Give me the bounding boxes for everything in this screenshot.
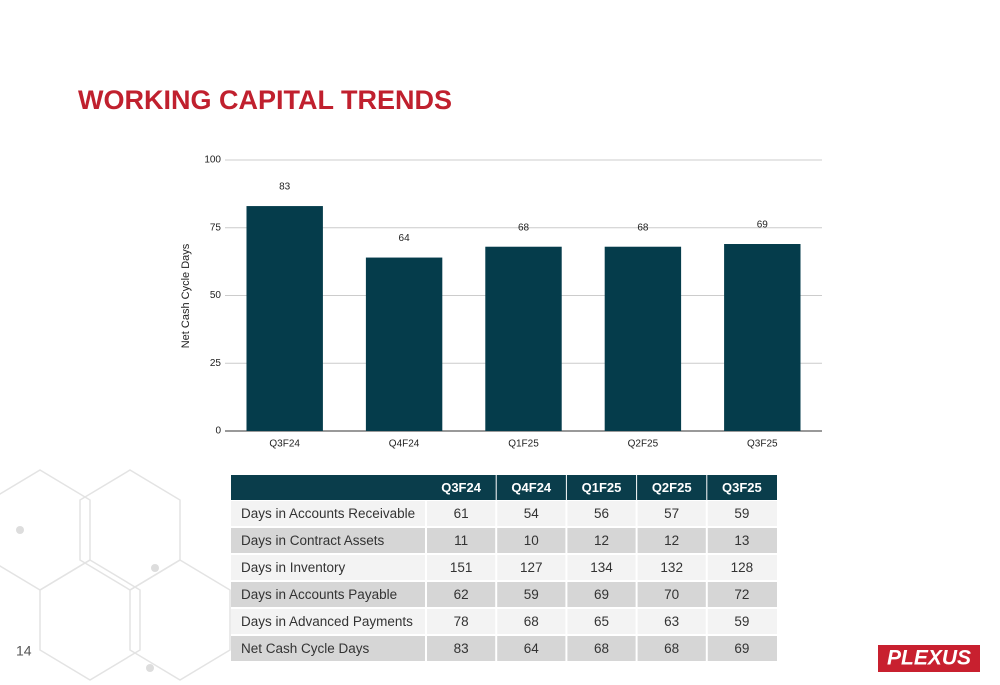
table-cell: 61 <box>454 506 469 521</box>
table-cell: 70 <box>664 587 679 602</box>
page-number: 14 <box>16 643 32 659</box>
y-axis-label: Net Cash Cycle Days <box>180 243 192 348</box>
table-row-label: Days in Inventory <box>241 560 346 575</box>
table-header-cell: Q3F24 <box>441 480 482 495</box>
table-cell: 68 <box>594 641 609 656</box>
table-cell: 68 <box>664 641 679 656</box>
table-row-bg <box>231 528 777 553</box>
table-cell: 11 <box>454 533 468 548</box>
table-header-cell: Q2F25 <box>652 480 692 495</box>
table-row-label: Days in Accounts Receivable <box>241 506 415 521</box>
table-cell: 69 <box>594 587 609 602</box>
table-cell: 56 <box>594 506 609 521</box>
x-tick-label: Q3F25 <box>747 439 778 450</box>
table-header-bg <box>231 475 777 500</box>
y-tick-label: 100 <box>204 155 221 166</box>
table-cell: 132 <box>660 560 683 575</box>
x-tick-label: Q3F24 <box>269 439 300 450</box>
table-cell: 78 <box>454 614 469 629</box>
table-row-bg <box>231 582 777 607</box>
x-tick-label: Q1F25 <box>508 439 539 450</box>
table-cell: 12 <box>664 533 679 548</box>
table-cell: 65 <box>594 614 609 629</box>
table-cell: 72 <box>734 587 749 602</box>
table-cell: 10 <box>524 533 539 548</box>
table-cell: 128 <box>731 560 754 575</box>
table-cell: 57 <box>664 506 679 521</box>
table-row-bg <box>231 636 777 661</box>
table-cell: 12 <box>594 533 609 548</box>
y-tick-label: 0 <box>215 426 221 437</box>
bar <box>604 246 682 431</box>
table-cell: 59 <box>524 587 539 602</box>
data-label: 68 <box>637 222 649 233</box>
data-label: 69 <box>757 220 769 231</box>
decoration <box>0 469 231 681</box>
data-label: 64 <box>399 233 411 244</box>
x-tick-label: Q4F24 <box>389 439 420 450</box>
table-row-bg <box>231 501 777 526</box>
bar <box>246 206 323 431</box>
x-tick-label: Q2F25 <box>628 439 659 450</box>
table-cell: 59 <box>734 614 749 629</box>
table-row-bg <box>231 555 777 580</box>
table-cell: 63 <box>664 614 679 629</box>
data-label: 68 <box>518 222 530 233</box>
table-cell: 151 <box>450 560 473 575</box>
table-cell: 68 <box>524 614 539 629</box>
table-cell: 69 <box>734 641 749 656</box>
slide-title: WORKING CAPITAL TRENDS <box>78 85 452 115</box>
logo-box <box>878 645 980 672</box>
table-cell: 134 <box>590 560 613 575</box>
table-row-bg <box>231 609 777 634</box>
bar <box>485 246 562 431</box>
bar <box>365 257 443 431</box>
table-row-label: Net Cash Cycle Days <box>241 641 370 656</box>
data-label: 83 <box>279 182 291 193</box>
y-tick-label: 75 <box>210 222 222 233</box>
table-header-cell: Q1F25 <box>582 480 622 495</box>
table-cell: 62 <box>454 587 469 602</box>
y-tick-label: 25 <box>210 358 222 369</box>
table-cell: 54 <box>524 506 540 521</box>
bar <box>724 244 801 431</box>
table-cell: 64 <box>524 641 540 656</box>
table-row-label: Days in Contract Assets <box>241 533 385 548</box>
table-cell: 127 <box>520 560 543 575</box>
y-tick-label: 50 <box>210 290 222 301</box>
table-header-cell: Q4F24 <box>511 480 552 495</box>
table-cell: 59 <box>734 506 749 521</box>
table-row-label: Days in Advanced Payments <box>241 614 413 629</box>
table-header-cell: Q3F25 <box>722 480 762 495</box>
table-cell: 13 <box>734 533 749 548</box>
logo: PLEXUS <box>887 647 971 670</box>
table-cell: 83 <box>454 641 469 656</box>
table-row-label: Days in Accounts Payable <box>241 587 397 602</box>
